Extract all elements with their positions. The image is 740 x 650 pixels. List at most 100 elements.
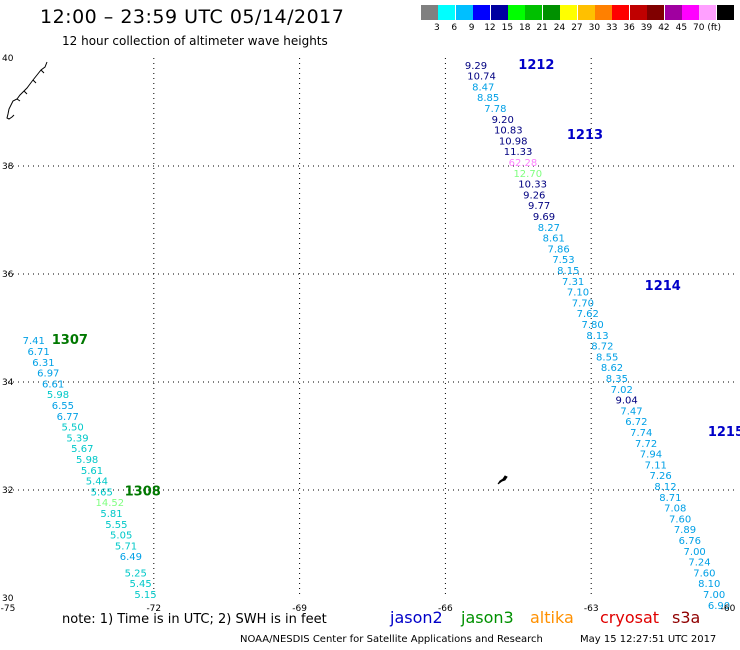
wave-height-label: 6.90 bbox=[708, 601, 730, 612]
wave-height-label: 5.25 bbox=[125, 568, 147, 579]
satellite-s3a: s3a bbox=[672, 608, 701, 627]
wave-height-label: 10.98 bbox=[499, 136, 528, 147]
wave-height-label: 7.00 bbox=[703, 590, 725, 601]
wave-height-label: 9.20 bbox=[492, 115, 514, 126]
track-label: 1212 bbox=[518, 58, 554, 73]
wave-height-label: 7.86 bbox=[547, 244, 569, 255]
wave-height-label: 7.31 bbox=[562, 277, 584, 288]
wave-height-label: 7.02 bbox=[611, 385, 633, 396]
scale-swatch bbox=[647, 5, 665, 20]
wave-height-label: 7.78 bbox=[484, 104, 506, 115]
wave-height-label: 5.39 bbox=[66, 433, 88, 444]
wave-height-label: 8.72 bbox=[591, 342, 613, 353]
wave-height-label: 5.71 bbox=[115, 541, 137, 552]
wave-height-label: 5.81 bbox=[100, 509, 122, 520]
x-tick-label: -75 bbox=[1, 604, 16, 614]
scale-swatch bbox=[508, 5, 525, 20]
satellite-jason3: jason3 bbox=[461, 608, 514, 627]
island-path bbox=[497, 475, 508, 485]
wave-height-label: 14.52 bbox=[95, 498, 124, 509]
y-tick-label: 38 bbox=[2, 162, 14, 172]
wave-height-label: 8.10 bbox=[698, 579, 720, 590]
wave-height-label: 7.08 bbox=[664, 504, 686, 515]
scale-swatch bbox=[682, 5, 699, 20]
scale-label: 24 bbox=[553, 23, 566, 33]
wave-height-label: 5.15 bbox=[134, 590, 156, 601]
wave-height-label: 7.70 bbox=[572, 298, 594, 309]
wave-height-label: 7.24 bbox=[688, 558, 710, 569]
scale-label: 6 bbox=[451, 23, 458, 33]
scale-swatch bbox=[577, 5, 595, 20]
wave-height-label: 8.35 bbox=[606, 374, 628, 385]
y-tick-label: 34 bbox=[2, 378, 14, 388]
wave-height-label: 62.28 bbox=[509, 158, 538, 169]
lat-lon-grid bbox=[8, 58, 737, 598]
wave-height-label: 8.85 bbox=[477, 93, 499, 104]
coastline bbox=[6, 61, 508, 485]
units-note: note: 1) Time is in UTC; 2) SWH is in fe… bbox=[62, 612, 327, 627]
wave-height-label: 7.60 bbox=[669, 514, 691, 525]
wave-height-label: 7.62 bbox=[577, 309, 599, 320]
wave-height-label: 7.10 bbox=[567, 288, 589, 299]
scale-label: 9 bbox=[468, 23, 475, 33]
y-tick-label: 36 bbox=[2, 270, 14, 280]
scale-swatch bbox=[716, 5, 734, 20]
scale-swatch bbox=[490, 5, 508, 20]
track-labels: 1212 1213 1214 1215 1307 1308 bbox=[52, 58, 740, 500]
scale-swatch bbox=[438, 5, 456, 20]
wave-height-label: 6.77 bbox=[57, 412, 79, 423]
wave-height-label: 7.74 bbox=[630, 428, 652, 439]
wave-height-label: 9.29 bbox=[465, 61, 487, 72]
scale-label: 18 bbox=[519, 23, 531, 33]
scale-swatch bbox=[473, 5, 491, 20]
wave-height-label: 8.55 bbox=[596, 352, 618, 363]
wave-height-label: 8.61 bbox=[543, 234, 565, 245]
y-tick-label: 40 bbox=[2, 54, 14, 64]
wave-height-label: 6.71 bbox=[27, 347, 49, 358]
wave-height-label: 8.15 bbox=[557, 266, 579, 277]
scale-label: 3 bbox=[434, 23, 440, 33]
scale-label: 12 bbox=[484, 23, 496, 33]
scale-label: 70 bbox=[693, 23, 705, 33]
wave-height-label: 10.74 bbox=[467, 72, 496, 83]
wave-height-label: 8.12 bbox=[654, 482, 676, 493]
wave-height-label: 6.49 bbox=[120, 552, 142, 563]
satellite-jason2: jason2 bbox=[390, 608, 443, 627]
x-tick-label: -63 bbox=[584, 604, 599, 614]
x-axis-ticks: -75 -72 -69 -66 -63 -60 bbox=[1, 604, 736, 614]
wave-height-label: 8.62 bbox=[601, 363, 623, 374]
scale-label: 21 bbox=[536, 23, 548, 33]
wave-height-label: 7.00 bbox=[684, 547, 706, 558]
scale-swatch bbox=[612, 5, 630, 20]
y-axis-ticks: 40 38 36 34 32 30 bbox=[2, 54, 14, 604]
wave-height-label: 10.33 bbox=[518, 180, 547, 191]
wave-height-label: 7.26 bbox=[650, 471, 672, 482]
track-label: 1214 bbox=[645, 279, 681, 294]
scale-label: (ft) bbox=[707, 23, 721, 33]
footer-agency: NOAA/NESDIS Center for Satellite Applica… bbox=[240, 634, 543, 645]
scale-swatch bbox=[595, 5, 612, 20]
scale-swatch bbox=[542, 5, 560, 20]
scale-label: 45 bbox=[675, 23, 688, 33]
scale-swatch bbox=[699, 5, 717, 20]
scale-label: 15 bbox=[501, 23, 514, 33]
wave-height-label: 5.44 bbox=[86, 477, 108, 488]
x-tick-label: -72 bbox=[146, 604, 161, 614]
wave-height-label: 8.71 bbox=[659, 493, 681, 504]
track-label: 1213 bbox=[567, 128, 603, 143]
wave-height-label: 5.45 bbox=[130, 579, 152, 590]
satellite-cryosat: cryosat bbox=[600, 608, 660, 627]
track-label: 1215 bbox=[708, 425, 740, 440]
wave-height-label: 5.61 bbox=[81, 466, 103, 477]
wave-height-label: 5.55 bbox=[105, 520, 127, 531]
scale-label: 33 bbox=[606, 23, 618, 33]
wave-height-label: 7.53 bbox=[552, 255, 574, 266]
wave-height-label: 6.55 bbox=[52, 401, 74, 412]
scale-swatch bbox=[560, 5, 578, 20]
wave-height-label: 8.13 bbox=[586, 331, 608, 342]
wave-height-label: 7.94 bbox=[640, 450, 662, 461]
track-label: 1308 bbox=[125, 484, 161, 499]
wave-height-label: 7.80 bbox=[581, 320, 603, 331]
scale-swatch bbox=[421, 5, 438, 20]
y-tick-label: 30 bbox=[2, 594, 14, 604]
